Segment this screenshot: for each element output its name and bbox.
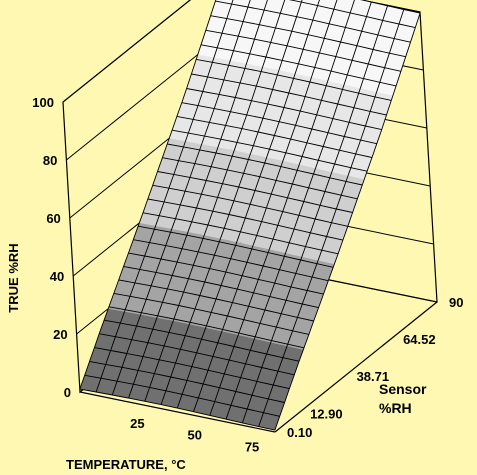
surface-mesh-line: [79, 0, 217, 390]
x-tick-label: 25: [130, 416, 144, 431]
z-tick-label: 80: [43, 153, 57, 168]
y-tick-label: 12.90: [310, 406, 343, 421]
surface-mesh-line: [193, 0, 338, 412]
surface-mesh-line: [111, 0, 251, 396]
x-tick-label: 50: [187, 428, 201, 443]
z-axis-label: TRUE %RH: [6, 243, 21, 312]
y-tick-label: 38.71: [357, 369, 390, 384]
x-axis-label: TEMPERATURE, °C: [66, 457, 186, 472]
surface-mesh-line: [160, 0, 303, 405]
surface-mesh-line: [95, 0, 234, 393]
surface-mesh-line: [209, 0, 355, 416]
y-axis-label-line2: %RH: [379, 400, 412, 416]
z-tick-label: 100: [32, 95, 54, 110]
z-tick-label: 20: [53, 327, 67, 342]
surface-mesh: [79, 0, 421, 431]
z-tick-label: 60: [46, 211, 60, 226]
y-axis-line: [274, 301, 438, 433]
x-axis-line: [79, 391, 276, 433]
z-gridline: [62, 0, 421, 103]
surface-mesh-line: [176, 0, 320, 409]
surface-mesh-line: [225, 1, 372, 420]
axis-ticks: 0 20 40 60 80 100 25 50 75 0.10 12.90 38.71 64.52 90: [32, 95, 463, 454]
y-tick-label: 90: [449, 295, 463, 310]
z-tick-label: 40: [50, 269, 64, 284]
surface-band: [79, 308, 304, 431]
y-tick-label: 0.10: [287, 425, 312, 440]
surface-mesh-line: [258, 9, 405, 427]
surface-mesh-line: [144, 0, 286, 402]
x-tick-label: 75: [245, 439, 259, 454]
y-axis-label-line1: Sensor: [379, 381, 427, 397]
z-tick-label: 0: [64, 385, 71, 400]
y-tick-label: 64.52: [403, 332, 436, 347]
surface-mesh-line: [241, 5, 388, 424]
surface-mesh-line: [128, 0, 268, 399]
surface-mesh-line: [274, 12, 421, 431]
